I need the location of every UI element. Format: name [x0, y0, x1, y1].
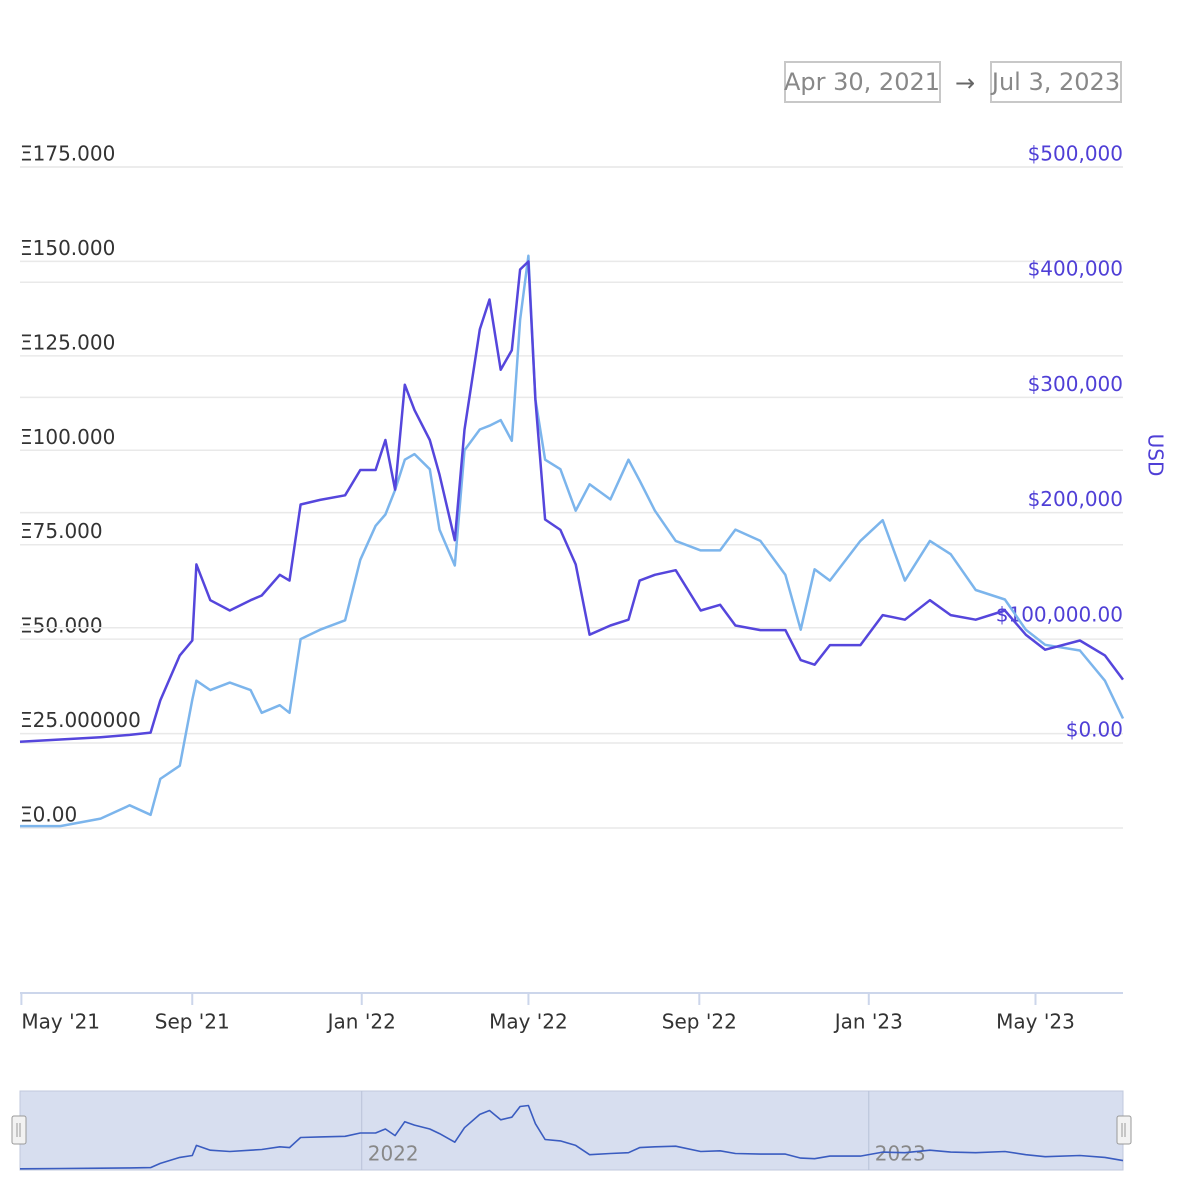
y-tick-label: Ξ150.000	[20, 236, 115, 260]
y2-tick-label: $100,000.00	[996, 602, 1123, 626]
y-tick-label: Ξ25.000000	[20, 708, 141, 732]
range-from[interactable]: Apr 30, 2021	[784, 68, 940, 96]
x-tick-label: Jan '22	[326, 1010, 396, 1034]
y2-tick-label: $200,000	[1028, 487, 1123, 511]
navigator-label: 2023	[875, 1142, 926, 1166]
y-tick-label: Ξ75.000	[20, 519, 103, 543]
x-tick-label: Sep '21	[155, 1010, 230, 1034]
y2-tick-label: $300,000	[1028, 372, 1123, 396]
range-selector: Apr 30, 2021 → Jul 3, 2023	[784, 61, 1122, 103]
navigator[interactable]	[19, 1090, 1124, 1171]
y2-tick-label: $400,000	[1028, 257, 1123, 281]
navigator-handle[interactable]	[1116, 1115, 1132, 1145]
series-line	[20, 254, 1125, 828]
range-from-box[interactable]	[784, 61, 941, 103]
range-separator: →	[955, 69, 975, 97]
range-to-box[interactable]	[990, 61, 1122, 103]
navigator-line	[19, 1104, 1124, 1170]
series-line	[19, 260, 1125, 744]
x-tick-label: May '22	[489, 1010, 568, 1034]
y-tick-label: Ξ0.00	[20, 803, 77, 827]
navigator-handle[interactable]	[11, 1115, 27, 1145]
x-tick-label: May '21	[21, 1010, 100, 1034]
y-tick-label: Ξ125.000	[20, 330, 115, 354]
y2-tick-label: $0.00	[1066, 718, 1123, 742]
x-tick-label: May '23	[996, 1010, 1075, 1034]
y2-axis-title: USD	[1144, 434, 1168, 477]
y2-tick-label: $500,000	[1028, 142, 1123, 166]
navigator-label: 2022	[368, 1142, 419, 1166]
range-to[interactable]: Jul 3, 2023	[990, 68, 1120, 96]
y-tick-label: Ξ50.000	[20, 614, 103, 638]
y-tick-label: Ξ100.000	[20, 425, 115, 449]
x-tick-label: Sep '22	[662, 1010, 737, 1034]
x-tick-label: Jan '23	[833, 1010, 903, 1034]
y-tick-label: Ξ175.000	[20, 142, 115, 166]
